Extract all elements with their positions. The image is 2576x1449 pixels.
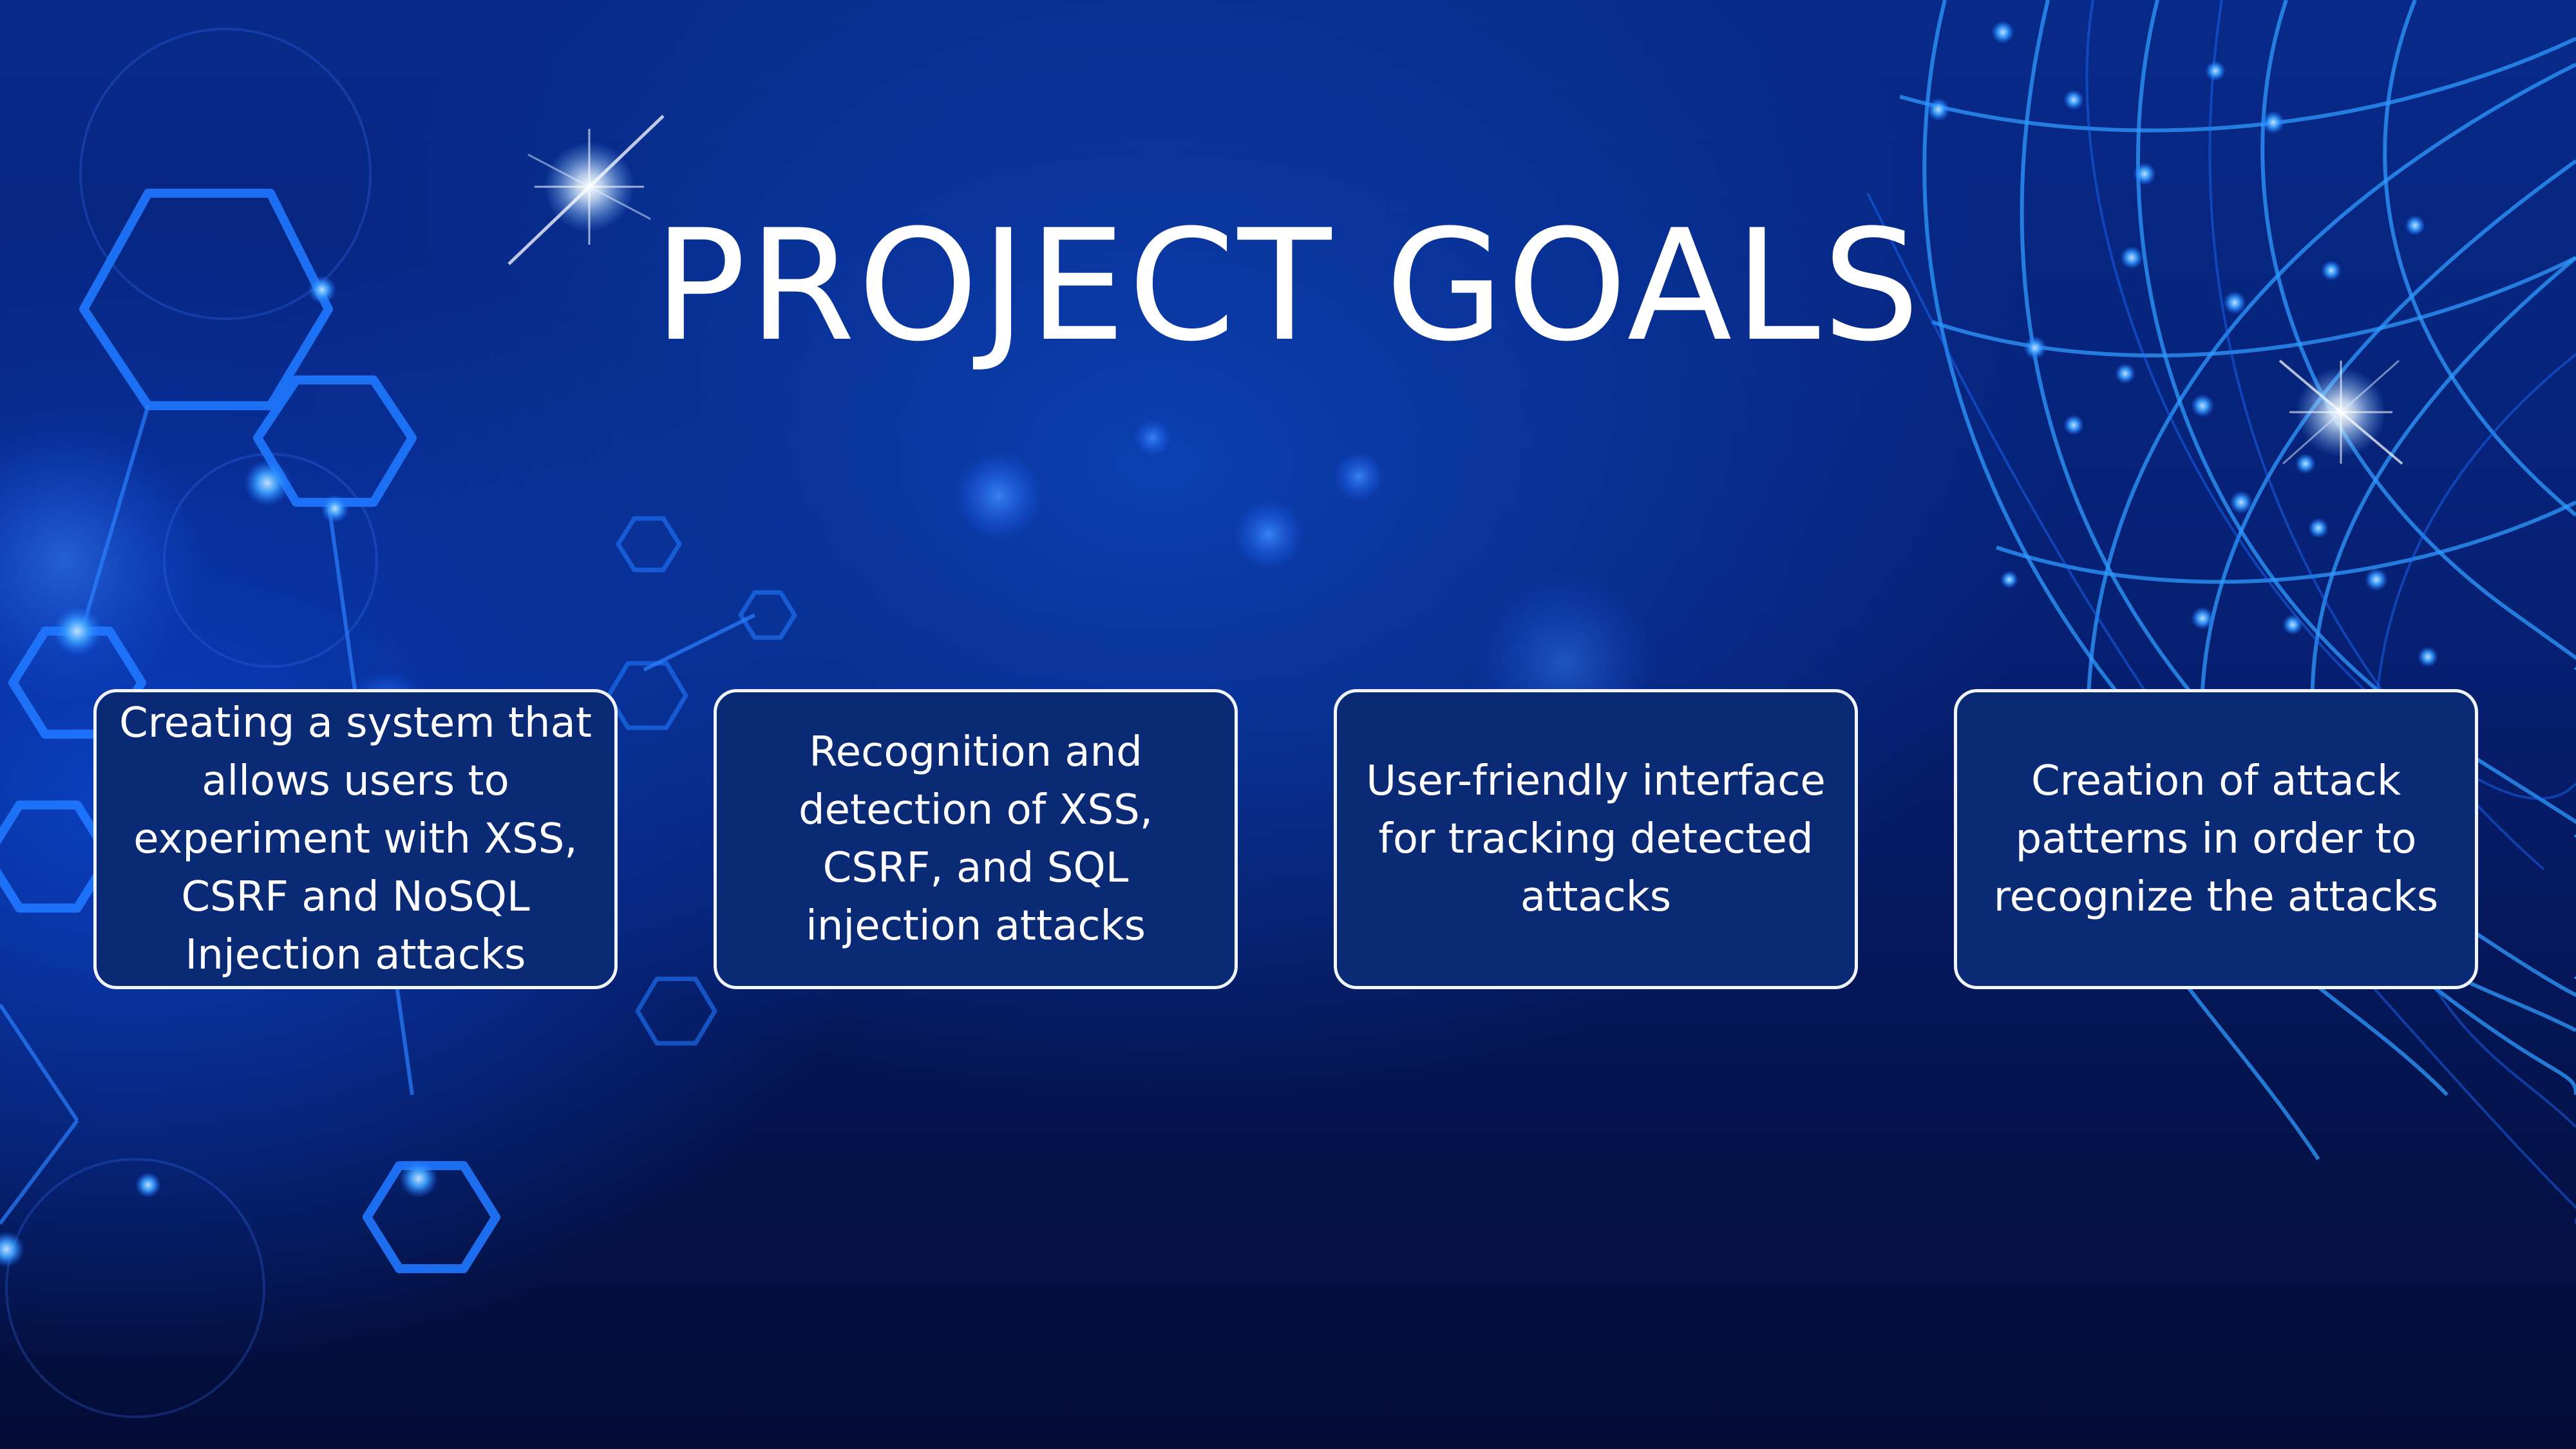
- goal-card-text: Creation of attack patterns in order to …: [1980, 752, 2453, 926]
- goal-card-line: Creation of attack: [2031, 757, 2401, 805]
- goal-card-line: detection of XSS,: [798, 786, 1153, 834]
- goal-card-line: User-friendly interface: [1366, 757, 1826, 805]
- goal-card-line: injection attacks: [806, 902, 1146, 950]
- page-title: PROJECT GOALS: [653, 197, 1923, 375]
- goal-card-line: CSRF and NoSQL: [181, 873, 530, 921]
- goal-card-text: Recognition and detection of XSS, CSRF, …: [784, 723, 1167, 955]
- goal-card-text: User-friendly interface for tracking det…: [1352, 752, 1840, 926]
- goal-card-experiment-system: Creating a system that allows users to e…: [93, 689, 618, 989]
- goal-card-line: patterns in order to: [2015, 815, 2417, 863]
- goal-card-attack-patterns: Creation of attack patterns in order to …: [1954, 689, 2478, 989]
- goal-card-attack-detection: Recognition and detection of XSS, CSRF, …: [714, 689, 1238, 989]
- goal-card-line: Injection attacks: [185, 931, 526, 979]
- network-strands-faint: [1866, 0, 2576, 1224]
- star-flare-right: [2278, 359, 2403, 465]
- goal-card-text: Creating a system that allows users to e…: [105, 694, 606, 984]
- goal-card-tracking-interface: User-friendly interface for tracking det…: [1334, 689, 1858, 989]
- molecule-small-hexagons: [606, 516, 797, 1046]
- goal-card-line: allows users to: [202, 757, 509, 805]
- goal-card-line: experiment with XSS,: [133, 815, 578, 863]
- goal-card-line: Creating a system that: [119, 699, 592, 747]
- goal-card-line: CSRF, and SQL: [822, 844, 1129, 892]
- goal-card-line: for tracking detected: [1378, 815, 1814, 863]
- star-flare-left: [507, 115, 665, 265]
- molecule-nodes: [0, 276, 438, 1267]
- goal-card-line: attacks: [1520, 873, 1672, 921]
- goal-card-line: Recognition and: [809, 728, 1142, 776]
- goal-card-line: recognize the attacks: [1993, 873, 2439, 921]
- network-nodes: [1927, 21, 2438, 667]
